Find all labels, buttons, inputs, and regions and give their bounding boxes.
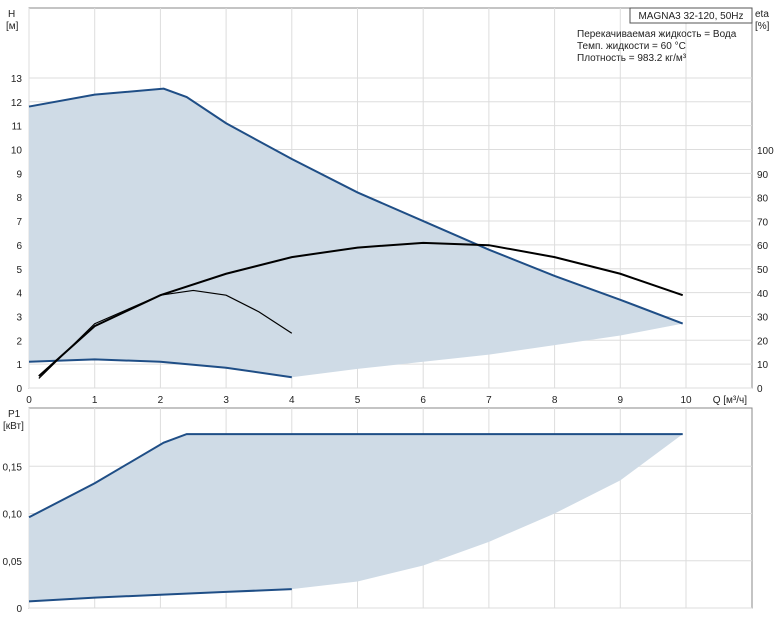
y-tick-label: 4 bbox=[16, 289, 22, 300]
y2-axis-unit: [%] bbox=[755, 21, 770, 32]
p1-axis-label: P1 bbox=[8, 409, 21, 420]
chart-title: MAGNA3 32-120, 50Hz bbox=[638, 11, 743, 22]
x-tick-label: 7 bbox=[486, 395, 492, 406]
x-tick-label: 3 bbox=[223, 395, 229, 406]
y-tick-label: 11 bbox=[12, 122, 23, 133]
y2-tick-label: 80 bbox=[757, 194, 769, 205]
x-tick-label: 5 bbox=[355, 395, 361, 406]
eta-curve bbox=[38, 289, 293, 379]
y-tick-label: 1 bbox=[16, 360, 22, 371]
note: Плотность = 983.2 кг/м³ bbox=[577, 53, 687, 64]
y-tick-label: 10 bbox=[11, 146, 23, 157]
power-curve bbox=[28, 433, 683, 519]
y2-tick-label: 100 bbox=[757, 146, 774, 157]
y2-tick-label: 40 bbox=[757, 289, 769, 300]
y-tick-label: 0 bbox=[16, 384, 22, 395]
y2-tick-label: 10 bbox=[757, 360, 769, 371]
x-tick-label: 9 bbox=[618, 395, 624, 406]
y2-tick-label: 50 bbox=[757, 265, 769, 276]
x-tick-label: 2 bbox=[158, 395, 164, 406]
y2-tick-label: 70 bbox=[757, 217, 769, 228]
y-tick-label: 3 bbox=[16, 312, 22, 323]
x-axis-label: Q [м³/ч] bbox=[713, 395, 748, 406]
x-tick-label: 4 bbox=[289, 395, 295, 406]
p1-axis-unit: [кВт] bbox=[3, 421, 24, 432]
y2-tick-label: 30 bbox=[757, 313, 769, 324]
y-tick-label: 7 bbox=[16, 217, 22, 228]
y-tick-label: 9 bbox=[16, 169, 22, 180]
y2-tick-label: 0 bbox=[757, 384, 763, 395]
eta-curve bbox=[38, 241, 684, 377]
y-axis-unit: [м] bbox=[6, 21, 19, 32]
y2-tick-label: 60 bbox=[757, 241, 769, 252]
head-curve bbox=[28, 358, 292, 379]
power-area bbox=[29, 434, 683, 602]
y-tick-label: 0 bbox=[16, 604, 22, 615]
y2-tick-label: 90 bbox=[757, 170, 769, 181]
y2-tick-label: 20 bbox=[757, 336, 769, 347]
note: Темп. жидкости = 60 °C bbox=[577, 41, 686, 52]
y2-axis-label: eta bbox=[755, 9, 769, 20]
head-curve bbox=[28, 87, 684, 325]
x-tick-label: 8 bbox=[552, 395, 558, 406]
y-axis-label: H bbox=[8, 9, 15, 20]
y-tick-label: 2 bbox=[16, 336, 22, 347]
x-tick-label: 6 bbox=[420, 395, 426, 406]
y-tick-label: 0,10 bbox=[3, 510, 23, 521]
title-box bbox=[629, 7, 753, 24]
power-curve bbox=[28, 588, 292, 603]
y-tick-label: 5 bbox=[16, 265, 22, 276]
y-tick-label: 0,05 bbox=[3, 557, 23, 568]
y-tick-label: 13 bbox=[11, 74, 23, 85]
y-tick-label: 12 bbox=[11, 98, 23, 109]
note: Перекачиваемая жидкость = Вода bbox=[577, 29, 737, 40]
x-tick-label: 1 bbox=[92, 395, 98, 406]
y-tick-label: 6 bbox=[16, 241, 22, 252]
y-tick-label: 0,15 bbox=[3, 462, 23, 473]
operating-area bbox=[29, 88, 683, 378]
y-tick-label: 8 bbox=[16, 193, 22, 204]
x-tick-label: 10 bbox=[680, 395, 692, 406]
x-tick-label: 0 bbox=[26, 395, 32, 406]
